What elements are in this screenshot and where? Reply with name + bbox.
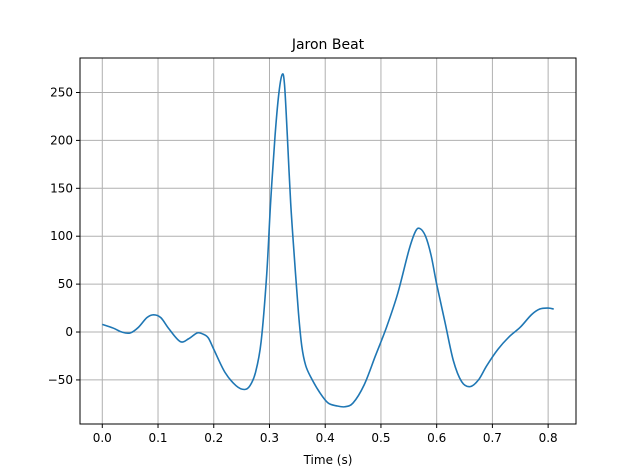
- x-tick-label: 0.0: [93, 431, 112, 445]
- x-tick-label: 0.6: [427, 431, 446, 445]
- x-tick-label: 0.2: [204, 431, 223, 445]
- x-tick-label: 0.5: [371, 431, 390, 445]
- y-tick-label: 250: [50, 85, 73, 99]
- grid-lines: [80, 58, 576, 424]
- series-line: [102, 73, 554, 408]
- x-tick-label: 0.8: [539, 431, 558, 445]
- x-tick-label: 0.1: [148, 431, 167, 445]
- y-tick-label: 200: [50, 133, 73, 147]
- y-tick-label: 100: [50, 229, 73, 243]
- x-tick-label: 0.4: [316, 431, 335, 445]
- chart-title: Jaron Beat: [291, 37, 365, 53]
- x-tick-label: 0.7: [483, 431, 502, 445]
- x-axis-label: Time (s): [303, 453, 353, 467]
- plot-frame: [79, 57, 577, 425]
- series-layer: [102, 73, 554, 408]
- axis-ticks: 0.0 0.1 0.2 0.3 0.4 0.5 0.6 0.7 0.8 −50 0 50 100 150 2…: [48, 85, 558, 445]
- y-tick-label: 50: [58, 277, 73, 291]
- y-tick-label: −50: [48, 373, 73, 387]
- y-tick-label: 0: [65, 325, 73, 339]
- y-tick-label: 150: [50, 181, 73, 195]
- x-tick-label: 0.3: [260, 431, 279, 445]
